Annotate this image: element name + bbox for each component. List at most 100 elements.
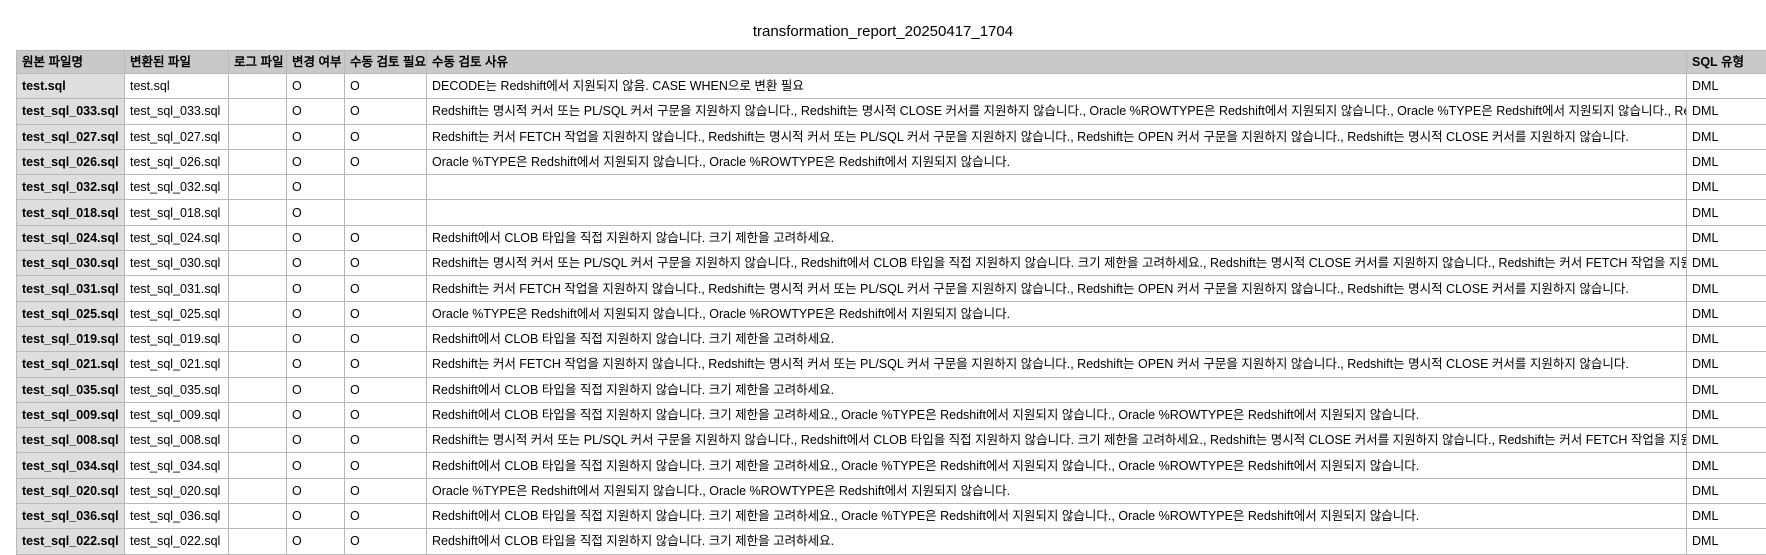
cell-manual-review[interactable]: O	[344, 275, 427, 302]
cell-manual-review[interactable]: O	[344, 72, 427, 100]
cell-converted-file[interactable]: test_sql_019.sql	[124, 325, 229, 353]
cell-source-file[interactable]: test_sql_019.sql	[16, 325, 125, 353]
cell-converted-file[interactable]: test_sql_009.sql	[124, 401, 229, 429]
cell-manual-review[interactable]: O	[344, 325, 427, 353]
cell-sql-type[interactable]: DML	[1686, 452, 1766, 479]
cell-source-file[interactable]: test_sql_022.sql	[16, 528, 125, 555]
cell-source-file[interactable]: test_sql_018.sql	[16, 199, 125, 226]
cell-manual-review[interactable]: O	[344, 300, 427, 327]
cell-log-file[interactable]	[228, 174, 287, 201]
cell-changed[interactable]: O	[286, 98, 345, 125]
cell-converted-file[interactable]: test_sql_030.sql	[124, 250, 229, 277]
cell-sql-type[interactable]: DML	[1686, 250, 1766, 277]
cell-source-file[interactable]: test_sql_025.sql	[16, 300, 125, 327]
cell-sql-type[interactable]: DML	[1686, 174, 1766, 201]
cell-review-reason[interactable]: Redshift는 명시적 커서 또는 PL/SQL 커서 구문을 지원하지 않…	[426, 427, 1687, 454]
cell-log-file[interactable]	[228, 275, 287, 302]
cell-review-reason[interactable]: DECODE는 Redshift에서 지원되지 않음. CASE WHEN으로 …	[426, 72, 1687, 100]
cell-converted-file[interactable]: test_sql_027.sql	[124, 123, 229, 150]
cell-review-reason[interactable]	[426, 199, 1687, 226]
cell-changed[interactable]: O	[286, 72, 345, 100]
cell-sql-type[interactable]: DML	[1686, 148, 1766, 176]
cell-source-file[interactable]: test.sql	[16, 72, 125, 100]
cell-source-file[interactable]: test_sql_021.sql	[16, 351, 125, 378]
cell-changed[interactable]: O	[286, 477, 345, 505]
cell-source-file[interactable]: test_sql_035.sql	[16, 376, 125, 403]
cell-changed[interactable]: O	[286, 401, 345, 429]
cell-log-file[interactable]	[228, 300, 287, 327]
cell-changed[interactable]: O	[286, 376, 345, 403]
cell-source-file[interactable]: test_sql_027.sql	[16, 123, 125, 150]
cell-source-file[interactable]: test_sql_024.sql	[16, 224, 125, 252]
cell-log-file[interactable]	[228, 477, 287, 505]
cell-log-file[interactable]	[228, 376, 287, 403]
cell-review-reason[interactable]: Oracle %TYPE은 Redshift에서 지원되지 않습니다., Ora…	[426, 477, 1687, 505]
cell-review-reason[interactable]: Redshift에서 CLOB 타입을 직접 지원하지 않습니다. 크기 제한을…	[426, 376, 1687, 403]
cell-log-file[interactable]	[228, 72, 287, 100]
cell-log-file[interactable]	[228, 224, 287, 252]
cell-converted-file[interactable]: test_sql_033.sql	[124, 98, 229, 125]
cell-manual-review[interactable]: O	[344, 503, 427, 530]
cell-changed[interactable]: O	[286, 528, 345, 555]
cell-log-file[interactable]	[228, 427, 287, 454]
cell-converted-file[interactable]: test_sql_025.sql	[124, 300, 229, 327]
cell-source-file[interactable]: test_sql_026.sql	[16, 148, 125, 176]
cell-manual-review[interactable]: O	[344, 148, 427, 176]
cell-manual-review[interactable]: O	[344, 351, 427, 378]
cell-changed[interactable]: O	[286, 275, 345, 302]
cell-review-reason[interactable]: Redshift는 명시적 커서 또는 PL/SQL 커서 구문을 지원하지 않…	[426, 98, 1687, 125]
cell-review-reason[interactable]: Redshift에서 CLOB 타입을 직접 지원하지 않습니다. 크기 제한을…	[426, 452, 1687, 479]
cell-converted-file[interactable]: test_sql_031.sql	[124, 275, 229, 302]
cell-source-file[interactable]: test_sql_034.sql	[16, 452, 125, 479]
cell-log-file[interactable]	[228, 503, 287, 530]
cell-sql-type[interactable]: DML	[1686, 503, 1766, 530]
cell-manual-review[interactable]: O	[344, 376, 427, 403]
cell-changed[interactable]: O	[286, 300, 345, 327]
cell-review-reason[interactable]: Redshift에서 CLOB 타입을 직접 지원하지 않습니다. 크기 제한을…	[426, 325, 1687, 353]
cell-converted-file[interactable]: test_sql_020.sql	[124, 477, 229, 505]
cell-review-reason[interactable]: Redshift는 커서 FETCH 작업을 지원하지 않습니다., Redsh…	[426, 123, 1687, 150]
cell-sql-type[interactable]: DML	[1686, 275, 1766, 302]
cell-sql-type[interactable]: DML	[1686, 199, 1766, 226]
cell-converted-file[interactable]: test_sql_008.sql	[124, 427, 229, 454]
cell-converted-file[interactable]: test_sql_035.sql	[124, 376, 229, 403]
cell-review-reason[interactable]: Redshift는 커서 FETCH 작업을 지원하지 않습니다., Redsh…	[426, 275, 1687, 302]
cell-review-reason[interactable]: Redshift에서 CLOB 타입을 직접 지원하지 않습니다. 크기 제한을…	[426, 503, 1687, 530]
cell-converted-file[interactable]: test_sql_032.sql	[124, 174, 229, 201]
cell-converted-file[interactable]: test.sql	[124, 72, 229, 100]
cell-review-reason[interactable]: Redshift에서 CLOB 타입을 직접 지원하지 않습니다. 크기 제한을…	[426, 528, 1687, 555]
cell-converted-file[interactable]: test_sql_018.sql	[124, 199, 229, 226]
cell-log-file[interactable]	[228, 351, 287, 378]
cell-sql-type[interactable]: DML	[1686, 376, 1766, 403]
cell-manual-review[interactable]: O	[344, 250, 427, 277]
cell-changed[interactable]: O	[286, 123, 345, 150]
header-changed[interactable]: 변경 여부	[286, 50, 345, 74]
cell-log-file[interactable]	[228, 123, 287, 150]
cell-review-reason[interactable]: Redshift는 명시적 커서 또는 PL/SQL 커서 구문을 지원하지 않…	[426, 250, 1687, 277]
header-converted-file[interactable]: 변환된 파일	[124, 50, 229, 74]
cell-changed[interactable]: O	[286, 174, 345, 201]
cell-log-file[interactable]	[228, 452, 287, 479]
cell-manual-review[interactable]: O	[344, 427, 427, 454]
cell-manual-review[interactable]	[344, 199, 427, 226]
cell-source-file[interactable]: test_sql_008.sql	[16, 427, 125, 454]
cell-log-file[interactable]	[228, 325, 287, 353]
cell-manual-review[interactable]: O	[344, 452, 427, 479]
cell-converted-file[interactable]: test_sql_021.sql	[124, 351, 229, 378]
cell-log-file[interactable]	[228, 250, 287, 277]
header-sql-type[interactable]: SQL 유형	[1686, 50, 1766, 74]
cell-sql-type[interactable]: DML	[1686, 300, 1766, 327]
cell-converted-file[interactable]: test_sql_034.sql	[124, 452, 229, 479]
cell-log-file[interactable]	[228, 528, 287, 555]
cell-sql-type[interactable]: DML	[1686, 98, 1766, 125]
cell-source-file[interactable]: test_sql_009.sql	[16, 401, 125, 429]
cell-changed[interactable]: O	[286, 250, 345, 277]
cell-manual-review[interactable]: O	[344, 98, 427, 125]
cell-source-file[interactable]: test_sql_033.sql	[16, 98, 125, 125]
cell-changed[interactable]: O	[286, 148, 345, 176]
cell-changed[interactable]: O	[286, 503, 345, 530]
cell-manual-review[interactable]: O	[344, 123, 427, 150]
cell-review-reason[interactable]: Oracle %TYPE은 Redshift에서 지원되지 않습니다., Ora…	[426, 148, 1687, 176]
cell-changed[interactable]: O	[286, 452, 345, 479]
header-review-reason[interactable]: 수동 검토 사유	[426, 50, 1687, 74]
